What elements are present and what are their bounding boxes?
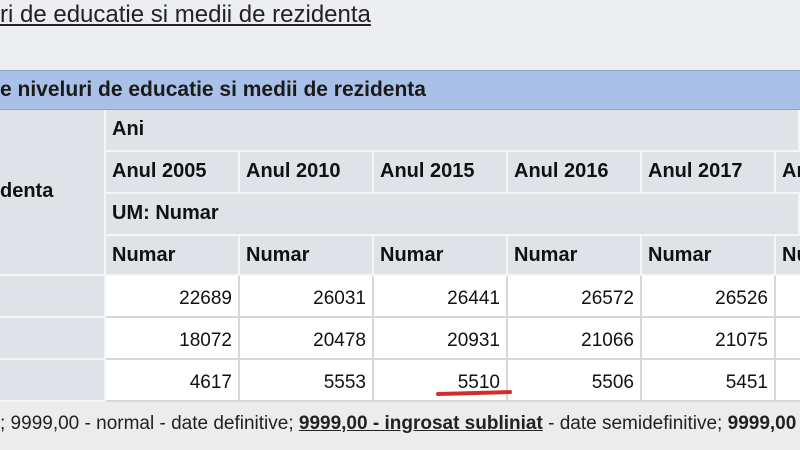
row-label: [0, 276, 106, 318]
table-cell: 20478: [240, 318, 374, 360]
unit-header: Numar: [374, 236, 508, 276]
table-title-bar: e niveluri de educatie si medii de rezid…: [0, 70, 800, 110]
legend-bold: 9999,00 - ingr: [727, 413, 800, 434]
year-header[interactable]: Anul 2017: [642, 152, 776, 194]
unit-header: Numar: [642, 236, 776, 276]
unit-header: Numar: [106, 236, 240, 276]
table-cell: 18072: [106, 318, 240, 360]
table-cell: [776, 360, 800, 402]
legend-footer: ; 9999,00 - normal - date definitive; 99…: [0, 404, 800, 450]
legend-semidefinitive: - date semidefinitive;: [548, 413, 723, 434]
table-title: e niveluri de educatie si medii de rezid…: [0, 78, 426, 101]
table-cell: [776, 276, 800, 318]
table-cell: 21075: [642, 318, 776, 360]
table-cell: [776, 318, 800, 360]
table-cell: 22689: [106, 276, 240, 318]
data-table: denta Ani Anul 2005 Anul 2010 Anul 2015 …: [0, 110, 800, 402]
row-label: [0, 318, 106, 360]
unit-header: Numar: [240, 236, 374, 276]
year-header[interactable]: An: [776, 152, 800, 194]
row-label: [0, 360, 106, 402]
table-cell: 20931: [374, 318, 508, 360]
year-header[interactable]: Anul 2015: [374, 152, 508, 194]
table-cell: 5553: [240, 360, 374, 402]
top-area: [0, 0, 800, 70]
unit-header: Numar: [508, 236, 642, 276]
table-cell: 4617: [106, 360, 240, 402]
um-header: UM: Numar: [106, 194, 800, 236]
legend-bold-underlined: 9999,00 - ingrosat subliniat: [298, 413, 543, 434]
stub-header: denta: [0, 110, 106, 276]
legend-normal: ; 9999,00 - normal - date definitive;: [0, 413, 294, 434]
table-cell: 26441: [374, 276, 508, 318]
table-cell: 26031: [240, 276, 374, 318]
table-cell: 5506: [508, 360, 642, 402]
year-header[interactable]: Anul 2005: [106, 152, 240, 194]
year-header[interactable]: Anul 2010: [240, 152, 374, 194]
table-cell: 5451: [642, 360, 776, 402]
unit-header: Nu: [776, 236, 800, 276]
column-group-header: Ani: [106, 110, 800, 152]
table-cell: 26572: [508, 276, 642, 318]
page-title[interactable]: ri de educatie si medii de rezidenta: [0, 1, 371, 28]
year-header[interactable]: Anul 2016: [508, 152, 642, 194]
table-cell: 21066: [508, 318, 642, 360]
table-cell: 26526: [642, 276, 776, 318]
